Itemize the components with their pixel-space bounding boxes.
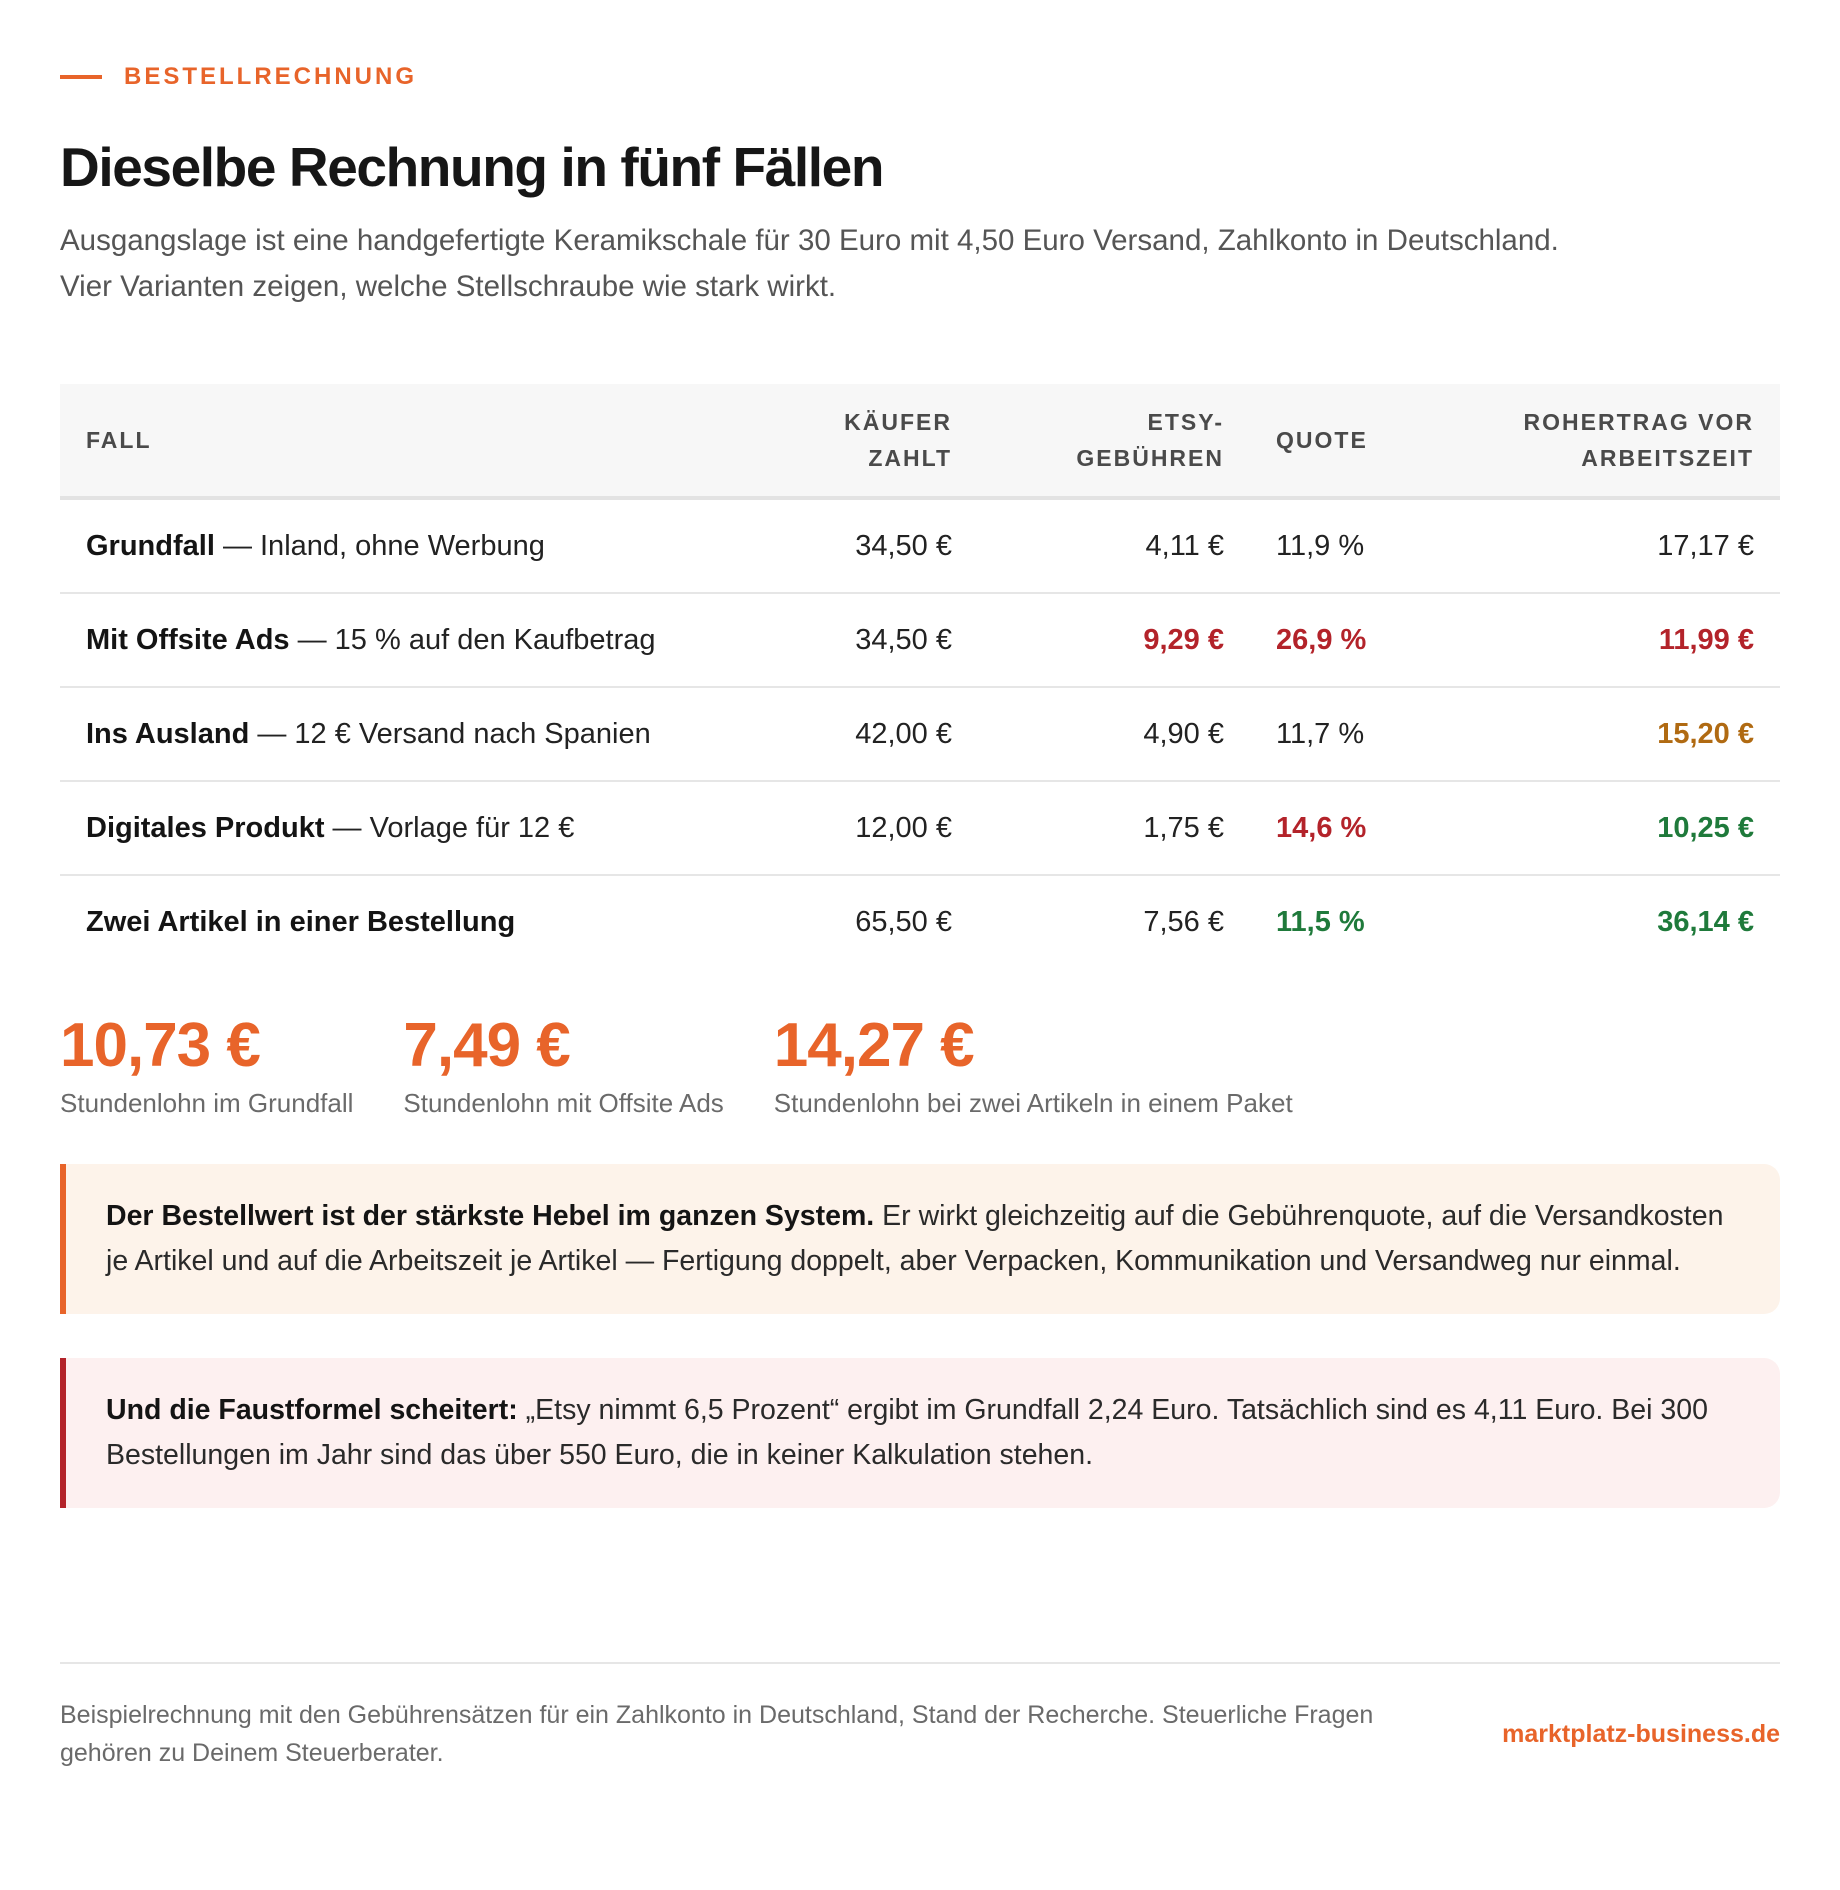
kaeufer-cell: 65,50 € (855, 906, 952, 938)
etsy-cell: 9,29 € (978, 593, 1250, 688)
rohertrag-cell: 11,99 € (1400, 593, 1780, 688)
column-header-kaeufer: KÄUFER ZAHLT (740, 384, 978, 500)
stat-offsite-ads: 7,49 € Stundenlohn mit Offsite Ads (403, 1008, 723, 1122)
quote-cell: 11,5 % (1276, 906, 1365, 938)
page-title: Dieselbe Rechnung in fünf Fällen (60, 136, 884, 198)
column-header-quote: QUOTE (1250, 384, 1400, 500)
intro-text: Ausgangslage ist eine handgefertigte Ker… (60, 224, 1559, 303)
column-header-rohertrag: ROHERTRAG VOR ARBEITSZEIT (1400, 384, 1780, 500)
quote-cell: 26,9 % (1250, 593, 1400, 688)
table-row: Zwei Artikel in einer Bestellung 65,50 €… (60, 875, 1780, 968)
case-name: Mit Offsite Ads (86, 624, 290, 656)
column-header-fall: FALL (60, 384, 740, 500)
stat-value: 10,73 € (60, 1011, 261, 1080)
callout-lead: Der Bestellwert ist der stärkste Hebel i… (106, 1200, 875, 1232)
quote-cell: 14,6 % (1250, 781, 1400, 876)
etsy-cell: 4,90 € (978, 687, 1250, 782)
column-header-etsy: ETSY- GEBÜHREN (978, 384, 1250, 500)
case-detail: — Inland, ohne Werbung (214, 530, 545, 562)
case-cell: Digitales Produkt — Vorlage für 12 € (60, 781, 740, 876)
table-row: Mit Offsite Ads — 15 % auf den Kaufbetra… (60, 593, 1780, 688)
eyebrow: BESTELLRECHNUNG (60, 60, 1780, 94)
case-name: Digitales Produkt (86, 812, 325, 844)
footer-note: Beispielrechnung mit den Gebührensätzen … (60, 1701, 1374, 1767)
case-cell: Zwei Artikel in einer Bestellung (60, 875, 740, 968)
stat-zwei-artikel: 14,27 € Stundenlohn bei zwei Artikeln in… (774, 1008, 1293, 1122)
table-row: Digitales Produkt — Vorlage für 12 € 12,… (60, 781, 1780, 876)
callout-lever: Der Bestellwert ist der stärkste Hebel i… (60, 1164, 1780, 1314)
case-detail: — Vorlage für 12 € (324, 812, 575, 844)
eyebrow-label: BESTELLRECHNUNG (124, 63, 418, 90)
case-cell: Grundfall — Inland, ohne Werbung (60, 498, 740, 594)
etsy-cell: 7,56 € (1143, 906, 1224, 938)
stat-value: 14,27 € (773, 1011, 975, 1080)
etsy-cell: 1,75 € (978, 781, 1250, 876)
case-name: Grundfall (86, 530, 215, 562)
case-cell: Ins Ausland — 12 € Versand nach Spanien (60, 687, 740, 782)
table-row: Grundfall — Inland, ohne Werbung 34,50 €… (60, 498, 1780, 594)
rohertrag-cell: 17,17 € (1400, 498, 1780, 594)
kaeufer-cell: 12,00 € (740, 781, 978, 876)
stat-label: Stundenlohn mit Offsite Ads (403, 1088, 724, 1118)
callout-lead: Und die Faustformel scheitert: (106, 1394, 518, 1426)
table-row: Ins Ausland — 12 € Versand nach Spanien … (60, 687, 1780, 782)
eyebrow-rule (60, 75, 102, 79)
rohertrag-cell: 15,20 € (1400, 687, 1780, 782)
quote-cell: 11,9 % (1250, 498, 1400, 594)
footer: Beispielrechnung mit den Gebührensätzen … (60, 1662, 1780, 1772)
case-detail: — 12 € Versand nach Spanien (249, 718, 651, 750)
rohertrag-cell: 36,14 € (1657, 906, 1754, 938)
case-detail: — 15 % auf den Kaufbetrag (289, 624, 656, 656)
rohertrag-cell: 10,25 € (1400, 781, 1780, 876)
table-header-row: FALL KÄUFER ZAHLT ETSY- GEBÜHREN QUOTE ROH… (60, 384, 1780, 500)
kaeufer-cell: 42,00 € (740, 687, 978, 782)
callout-text: Er wirkt gleichzeitig auf die Gebührenqu… (106, 1200, 1724, 1277)
quote-cell: 11,7 % (1250, 687, 1400, 782)
case-name: Zwei Artikel in einer Bestellung (86, 906, 516, 938)
stats-row: 10,73 € Stundenlohn im Grundfall 7,49 € … (60, 1008, 1780, 1122)
brand-link[interactable]: marktplatz-business.de (1502, 1719, 1780, 1748)
case-name: Ins Ausland (86, 718, 250, 750)
callout-text: „Etsy nimmt 6,5 Prozent“ ergibt im Grund… (106, 1394, 1708, 1471)
stat-grundfall: 10,73 € Stundenlohn im Grundfall (60, 1008, 353, 1122)
stat-value: 7,49 € (403, 1011, 570, 1080)
stat-label: Stundenlohn im Grundfall (60, 1088, 354, 1118)
kaeufer-cell: 34,50 € (740, 593, 978, 688)
kaeufer-cell: 34,50 € (740, 498, 978, 594)
cases-table: FALL KÄUFER ZAHLT ETSY- GEBÜHREN QUOTE ROH… (60, 384, 1780, 968)
callout-formula: Und die Faustformel scheitert: „Etsy nim… (60, 1358, 1780, 1508)
stat-label: Stundenlohn bei zwei Artikeln in einem P… (773, 1088, 1293, 1118)
case-cell: Mit Offsite Ads — 15 % auf den Kaufbetra… (60, 593, 740, 688)
etsy-cell: 4,11 € (978, 498, 1250, 594)
